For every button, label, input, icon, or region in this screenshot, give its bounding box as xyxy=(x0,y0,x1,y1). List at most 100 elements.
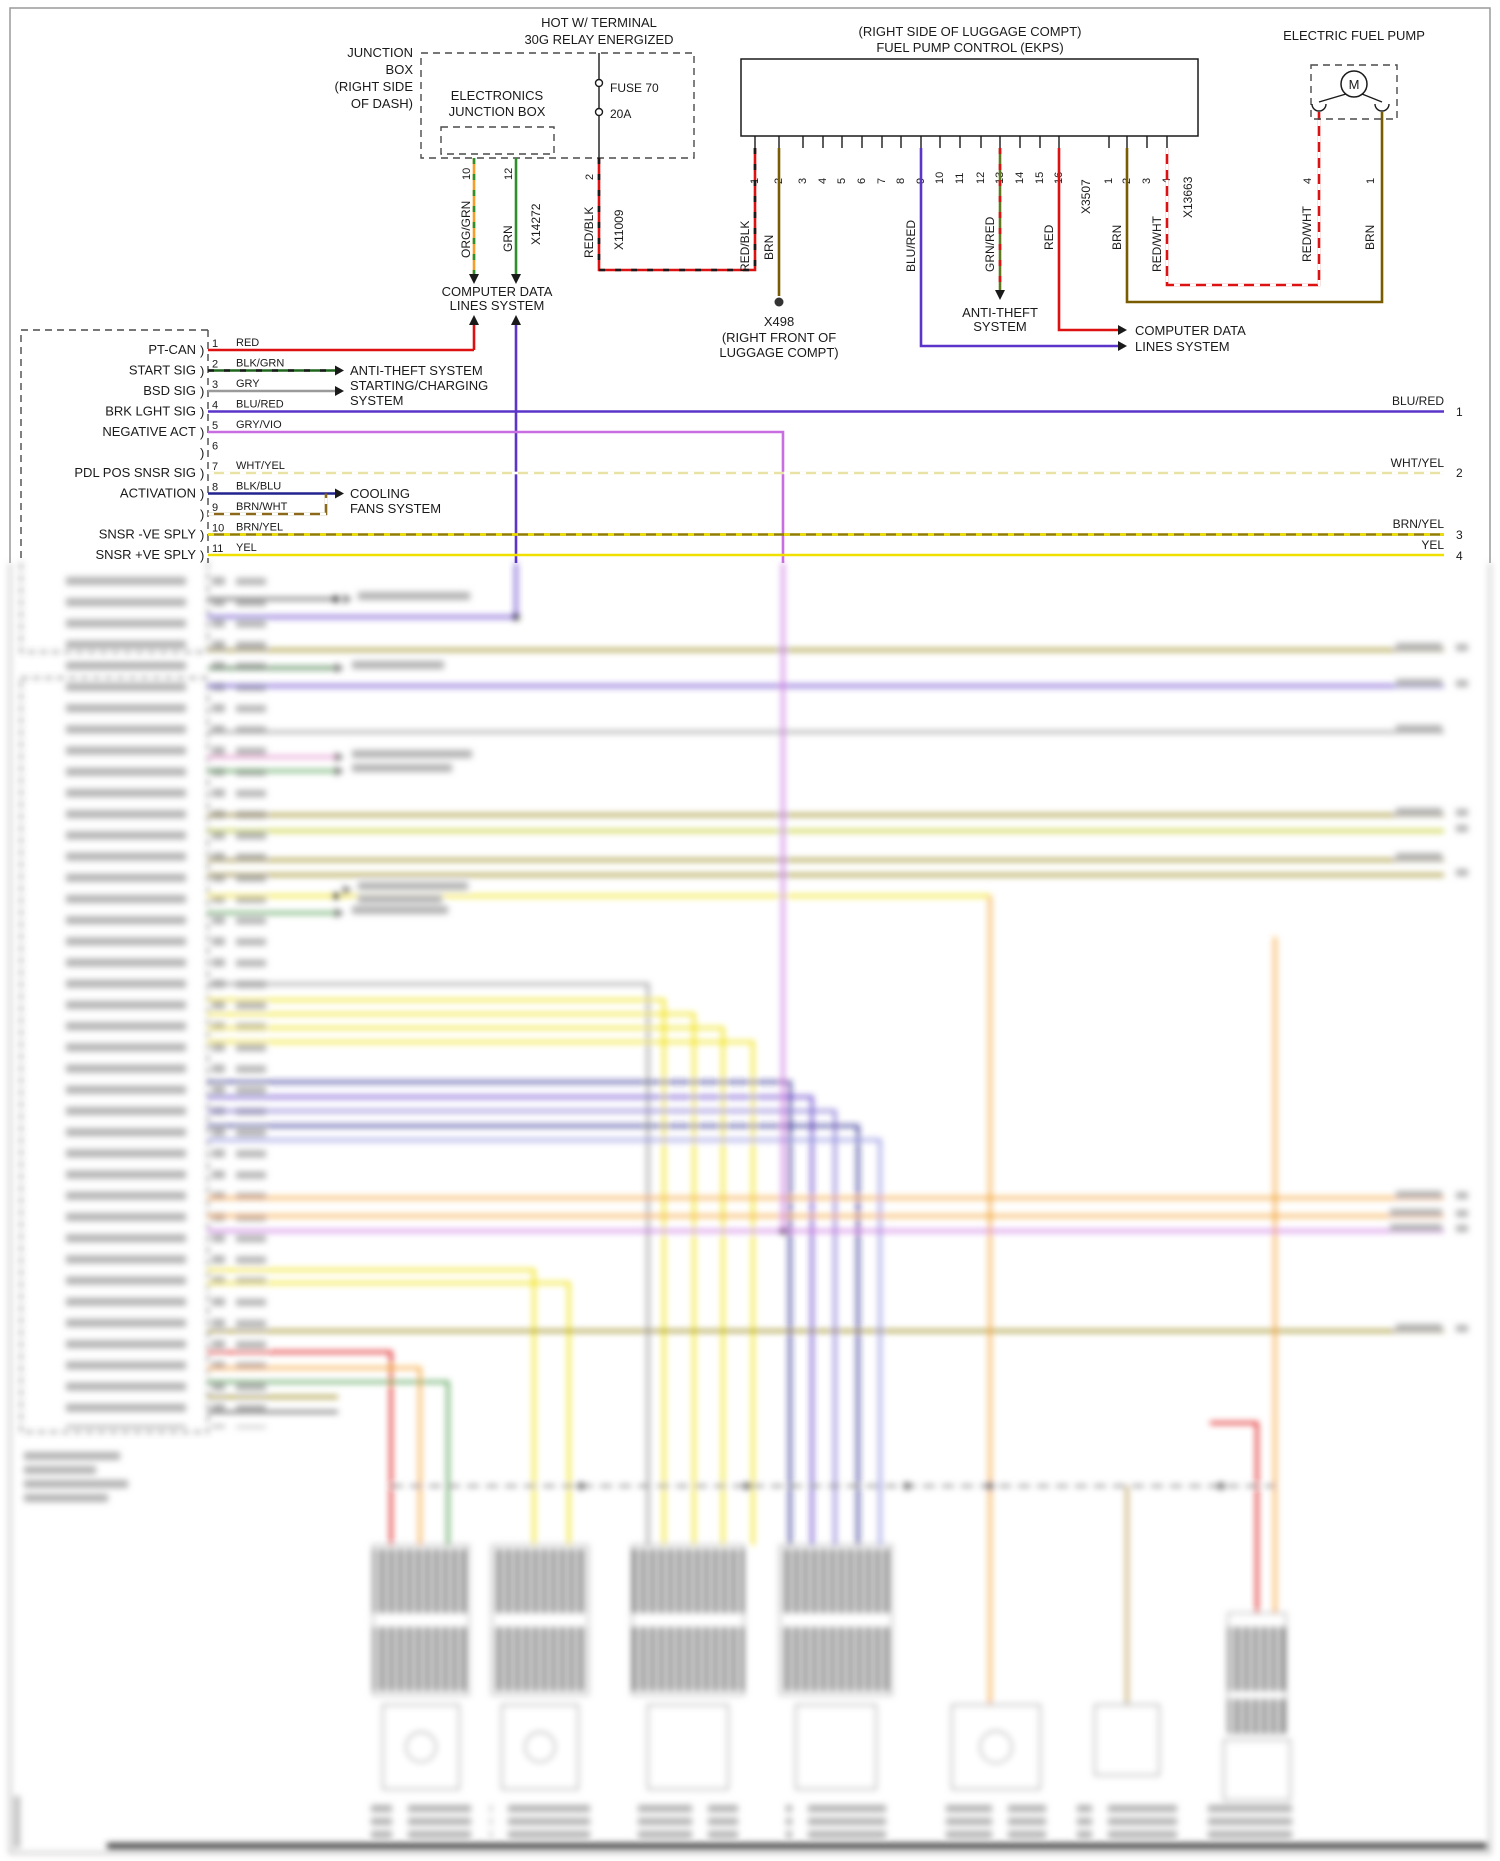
arrow-right-blured xyxy=(1118,341,1127,351)
blur-arrow xyxy=(335,908,344,918)
pin-bracket: ) xyxy=(200,507,204,522)
cdl-right-line2: LINES SYSTEM xyxy=(1135,339,1230,354)
motor-lead-left xyxy=(1318,93,1347,103)
blur-junction xyxy=(743,1482,751,1490)
cdl-left-line2: LINES SYSTEM xyxy=(450,298,545,313)
blur-text xyxy=(1456,1325,1468,1332)
pin-number: 6 xyxy=(212,441,218,453)
blur-arrow xyxy=(343,594,352,604)
fuse-terminal-bottom xyxy=(594,107,604,117)
wire-row-gryvio xyxy=(208,430,785,563)
ekps-wires: RED/BLK BRN X498 (RIGHT FRONT OF LUGGAGE… xyxy=(719,112,1384,360)
wire-color-label: BLK/GRN xyxy=(236,358,284,370)
blur-text xyxy=(1396,725,1442,732)
pin-bracket: ) xyxy=(200,446,204,461)
ekps-title-1: (RIGHT SIDE OF LUGGAGE COMPT) xyxy=(859,24,1082,39)
blur-wire xyxy=(208,1080,792,1545)
arrow-right-red xyxy=(1118,325,1127,335)
wire-label-red: RED xyxy=(1042,224,1056,250)
wire-row-brnwht-stripe xyxy=(208,493,328,516)
starting-charging-label-1: STARTING/CHARGING xyxy=(350,378,488,393)
x498-location-1: (RIGHT FRONT OF xyxy=(722,330,836,345)
blur-arrow xyxy=(343,885,352,895)
anti-theft-line2: SYSTEM xyxy=(973,319,1026,334)
blur-wire xyxy=(208,1350,393,1545)
blur-text xyxy=(1456,809,1468,816)
blur-arrow xyxy=(335,663,344,673)
blur-wire xyxy=(1210,1421,1259,1613)
pin-number: 3 xyxy=(212,379,218,391)
pin-bracket: ) xyxy=(200,425,204,440)
blur-wire xyxy=(208,1124,860,1545)
blur-wire xyxy=(208,1012,696,1545)
blur-text xyxy=(1396,679,1442,686)
signal-label: ACTIVATION xyxy=(120,486,196,501)
blur-connector-cluster xyxy=(946,1704,1046,1842)
wire-label-brn-2: BRN xyxy=(1110,225,1124,250)
motor-symbol xyxy=(1340,70,1368,98)
pump-pin-1: 1 xyxy=(1365,178,1377,184)
ekps-pin: 7 xyxy=(876,178,888,184)
ekps-pin: 6 xyxy=(856,178,868,184)
pin-number: 2 xyxy=(212,359,218,371)
ekps-pin2: 3 xyxy=(1141,178,1153,184)
wire-red-wht-stripe xyxy=(1165,112,1321,287)
signal-label: SNSR -VE SPLY xyxy=(99,527,197,542)
pin-number: 9 xyxy=(212,502,218,514)
blur-connector-cluster xyxy=(1077,1704,1177,1842)
ekps-pin: 14 xyxy=(1014,172,1026,184)
jb-pin-12: 12 xyxy=(503,168,515,180)
pump-title: ELECTRIC FUEL PUMP xyxy=(1283,28,1425,43)
blur-text xyxy=(1456,1192,1468,1199)
x498-location-2: LUGGAGE COMPT) xyxy=(719,345,838,360)
wire-label-red-blk-left: RED/BLK xyxy=(582,207,596,258)
blur-junction xyxy=(903,1482,911,1490)
blur-arrow xyxy=(335,752,344,762)
arrow-cooling xyxy=(335,488,344,499)
wire-label-red-blk: RED/BLK xyxy=(738,221,752,272)
ekps-pin2: 1 xyxy=(1103,178,1115,184)
motor-lead-right xyxy=(1361,93,1383,103)
electronics-junction-box-outline xyxy=(420,52,695,159)
blur-connector-cluster xyxy=(490,1544,590,1842)
edge-wire-num: 1 xyxy=(1456,405,1463,419)
blur-wire-ptcan xyxy=(208,563,518,619)
cdl-left-line1: COMPUTER DATA xyxy=(442,284,553,299)
blur-wire xyxy=(208,1040,755,1545)
pin-bracket: ) xyxy=(200,528,204,543)
blur-module-note xyxy=(24,1452,128,1502)
blur-connector-cluster xyxy=(779,1544,893,1842)
arrow-up-indigo xyxy=(511,315,521,325)
pin-number: 4 xyxy=(212,400,218,412)
ekps-pin: 11 xyxy=(954,173,966,184)
ekps-pin-stubs-2 xyxy=(1108,136,1168,148)
blur-text xyxy=(1396,808,1442,815)
wire-label-grn-red: GRN/RED xyxy=(983,216,997,272)
pin-number: 8 xyxy=(212,482,218,494)
pin-bracket: ) xyxy=(200,487,204,502)
ekps-pin-stubs xyxy=(754,136,1060,148)
wire-color-label: RED xyxy=(236,337,259,349)
signal-label: START SIG xyxy=(129,363,196,378)
junction-box-area: HOT W/ TERMINAL 30G RELAY ENERGIZED JUNC… xyxy=(335,15,695,159)
blur-text xyxy=(1396,1191,1442,1198)
jb-pin-2: 2 xyxy=(584,174,596,180)
blur-junction xyxy=(512,613,520,621)
wire-brn-pump xyxy=(1125,112,1384,304)
cooling-label-1: COOLING xyxy=(350,486,410,501)
blur-wire xyxy=(208,982,650,1545)
blur-text xyxy=(352,764,452,772)
wire-red-blk-fuse xyxy=(597,148,757,272)
ekps-pin: 15 xyxy=(1034,172,1046,184)
wire-red-cdl xyxy=(1057,148,1118,332)
blur-side-note xyxy=(14,1796,20,1848)
arrow-down-grnred xyxy=(995,290,1005,300)
blur-text xyxy=(1456,644,1468,651)
ejb-inner-module xyxy=(440,126,555,155)
page-border xyxy=(9,7,1491,563)
ekps-pin: 1 xyxy=(749,178,761,184)
ejb-label-2: JUNCTION BOX xyxy=(449,104,546,119)
junction-box-label-3: (RIGHT SIDE xyxy=(335,79,414,94)
junction-box-label-4: OF DASH) xyxy=(351,96,413,111)
